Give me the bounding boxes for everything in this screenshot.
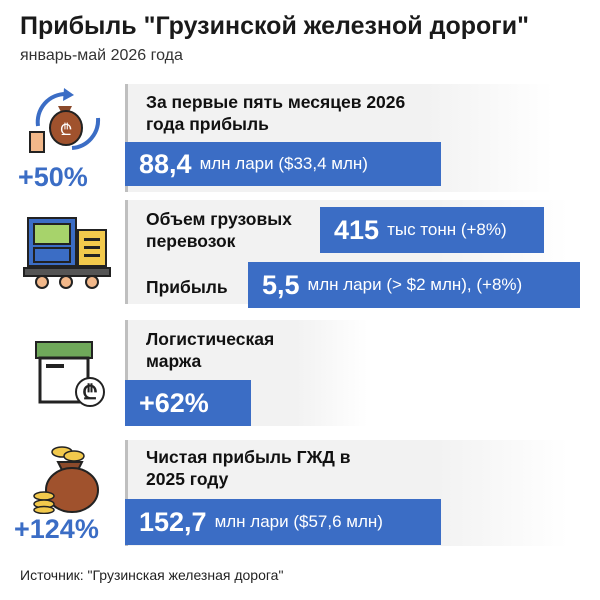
svg-text:₾: ₾ [82,380,97,404]
profit-value-bar: 88,4 млн лари ($33,4 млн) [125,142,441,186]
profit-change: +50% [18,162,88,192]
freight-label: Объем грузовых перевозок [146,209,292,251]
money-bag-coins-icon [33,446,99,514]
freight-unit: тыс тонн (+8%) [387,220,507,239]
logistics-value: +62% [139,387,209,418]
net-label: Чистая прибыль ГЖД в 2025 году [146,447,351,489]
net-value-bar: 152,7 млн лари ($57,6 млн) [125,499,441,545]
logistics-label: Логистическая маржа [146,329,275,371]
net-change: +124% [14,514,99,544]
freight-profit-unit: млн лари (> $2 млн), (+8%) [307,275,523,294]
page-title: Прибыль "Грузинской железной дороги" [20,12,529,40]
logistics-value-bar: +62% [125,380,251,426]
logistics-box-icon: ₾ [35,341,105,407]
net-unit: млн лари ($57,6 млн) [214,512,383,531]
profit-label: За первые пять месяцев 2026 года прибыль [146,92,406,134]
profit-value: 88,4 [139,148,192,179]
svg-text:₾: ₾ [60,120,72,139]
profit-unit: млн лари ($33,4 млн) [199,154,368,173]
freight-profit-value-bar: 5,5 млн лари (> $2 млн), (+8%) [248,262,580,308]
page-subtitle: январь-май 2026 года [20,47,183,64]
freight-profit-label: Прибыль [146,277,228,297]
freight-profit-value: 5,5 [262,269,300,300]
money-bag-cycle-icon: ₾ [29,88,101,153]
cargo-train-icon [23,217,111,289]
freight-value: 415 [334,214,380,245]
net-value: 152,7 [139,506,207,537]
freight-value-bar: 415 тыс тонн (+8%) [320,207,544,253]
source-note: Источник: "Грузинская железная дорога" [20,567,284,583]
